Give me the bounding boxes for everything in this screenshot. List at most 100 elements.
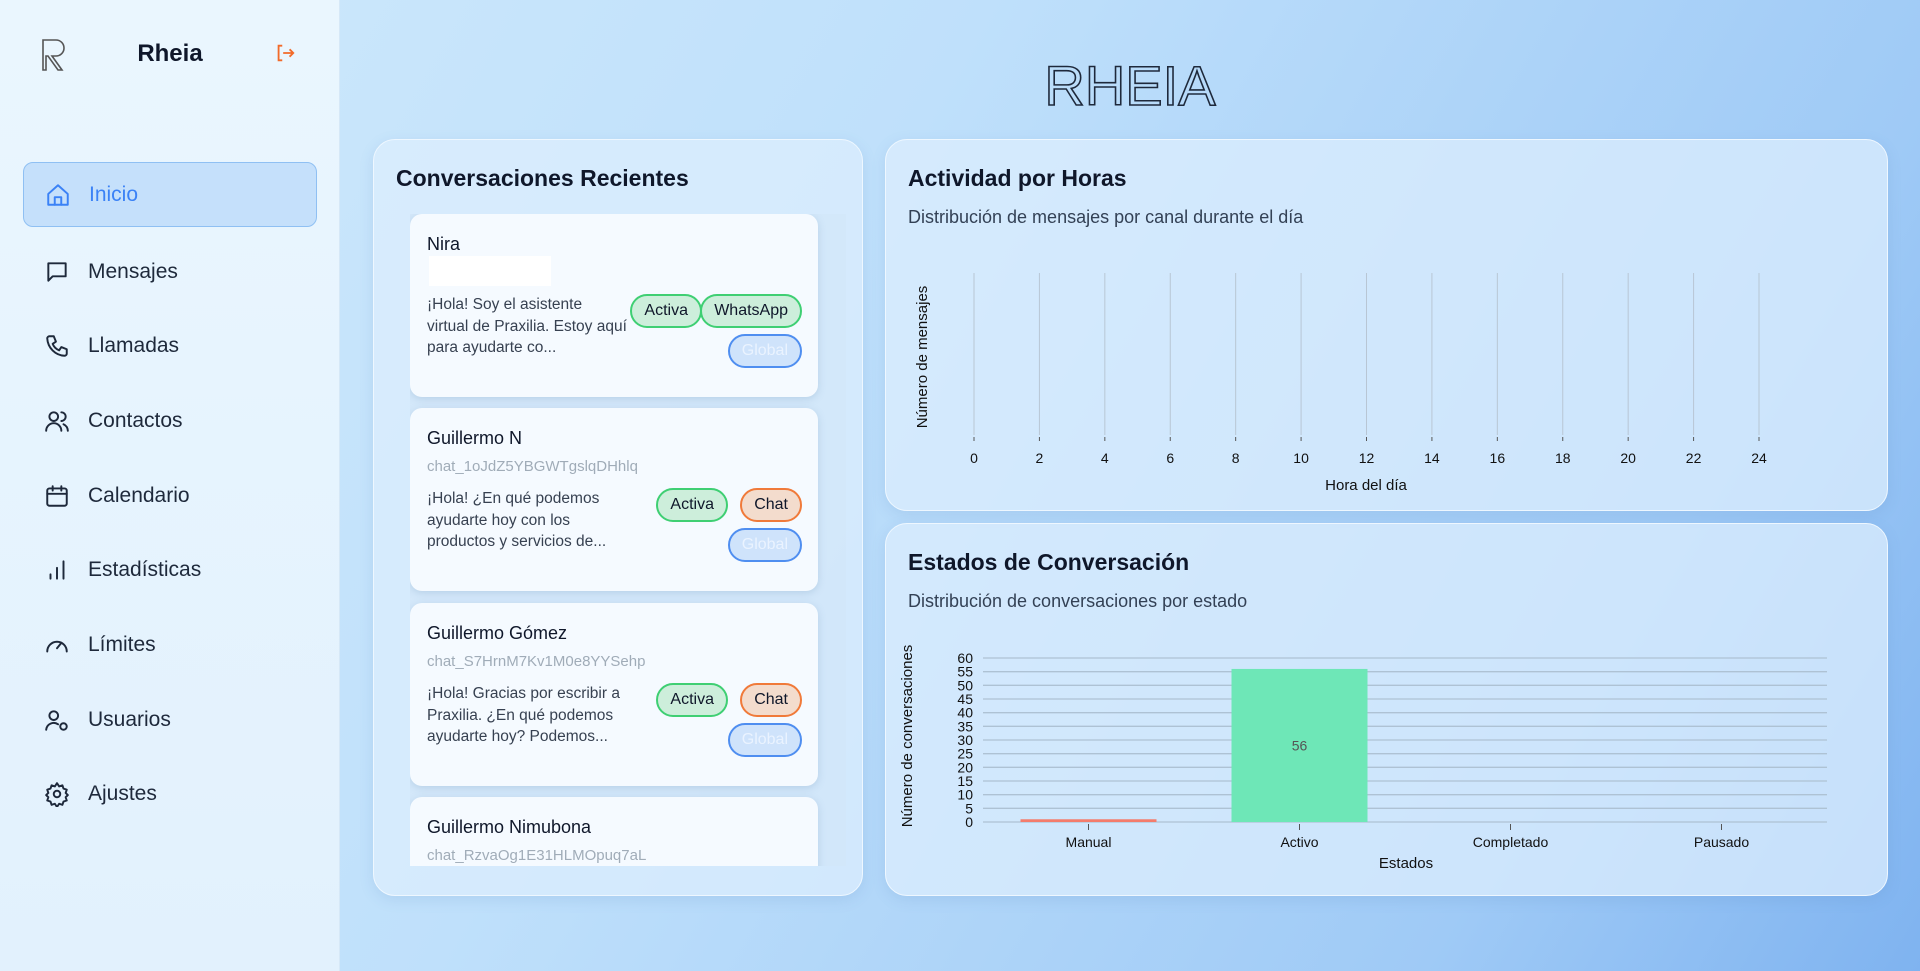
scope-badge: Global (727, 723, 802, 757)
x-tick-label: 22 (1686, 450, 1702, 466)
y-axis-label: Número de conversaciones (899, 645, 916, 828)
x-tick-label: 6 (1166, 450, 1174, 466)
bar-data-label: 56 (1292, 737, 1308, 753)
sidebar-item-label: Usuarios (88, 707, 171, 731)
y-tick-label: 35 (957, 718, 973, 734)
chat-id: chat_S7HrnM7Kv1M0e8YYSehp (427, 653, 646, 670)
x-tick-label: 10 (1293, 450, 1309, 466)
y-tick-label: 20 (957, 759, 973, 775)
sidebar-item-ajustes[interactable]: Ajustes (23, 761, 317, 826)
conversation-card[interactable]: Guillermo Nimubona chat_RzvaOg1E31HLMOpuq… (410, 797, 818, 866)
y-tick-label: 0 (965, 814, 973, 830)
sidebar-item-llamadas[interactable]: Llamadas (23, 313, 317, 378)
x-tick-label: 8 (1232, 450, 1240, 466)
chat-id: chat_1oJdZ5YBGWTgslqDHhlq (427, 458, 638, 475)
channel-badge: Chat (740, 488, 802, 522)
conversation-card[interactable]: Guillermo N chat_1oJdZ5YBGWTgslqDHhlq ¡Hol… (410, 408, 818, 591)
y-axis-label: Número de mensajes (914, 286, 931, 429)
sidebar-item-label: Contactos (88, 408, 183, 432)
brand-name: Rheia (137, 40, 203, 67)
status-badge: Activa (656, 683, 728, 717)
x-tick-label: 4 (1101, 450, 1109, 466)
sidebar-item-inicio[interactable]: Inicio (23, 162, 317, 227)
y-tick-label: 60 (957, 650, 973, 666)
sidebar-item-label: Inicio (89, 182, 139, 206)
y-tick-label: 10 (957, 787, 973, 803)
channel-badge: WhatsApp (700, 294, 802, 328)
panel-title: Actividad por Horas (908, 165, 1127, 191)
y-tick-label: 45 (957, 691, 973, 707)
calendar-icon (46, 484, 68, 507)
x-tick-label: 0 (970, 450, 978, 466)
gauge-icon (46, 640, 68, 652)
y-tick-label: 15 (957, 773, 973, 789)
message-preview: ¡Hola! Gracias por escribir a Praxilia. … (427, 685, 620, 745)
x-tick-label: 14 (1424, 450, 1440, 466)
y-tick-label: 40 (957, 705, 973, 721)
y-tick-label: 55 (957, 664, 973, 680)
x-tick-label: Pausado (1694, 834, 1749, 850)
panel-title: Conversaciones Recientes (396, 165, 689, 191)
x-tick-label: Activo (1280, 834, 1318, 850)
sidebar-item-label: Calendario (88, 483, 190, 507)
sidebar-item-label: Mensajes (88, 259, 178, 283)
sidebar-item-límites[interactable]: Límites (23, 612, 317, 677)
status-badge: Activa (630, 294, 702, 328)
conversation-card[interactable]: Nira ¡Hola! Soy el asistente virtual de P… (410, 214, 818, 397)
x-tick-label: 2 (1036, 450, 1044, 466)
sidebar-item-estadísticas[interactable]: Estadísticas (23, 537, 317, 602)
x-tick-label: 20 (1620, 450, 1636, 466)
y-axis-label-group: Número de conversaciones (899, 645, 916, 828)
channel-badge: Chat (740, 683, 802, 717)
contact-name: Guillermo Nimubona (427, 817, 592, 837)
chat-id: chat_RzvaOg1E31HLMOpuq7aL (427, 847, 647, 864)
contact-name: Guillermo N (427, 428, 523, 448)
x-tick-label: 24 (1751, 450, 1767, 466)
logout-icon[interactable] (274, 42, 296, 64)
rheia-title-logo: RHEIA (1044, 55, 1217, 115)
sidebar-item-calendario[interactable]: Calendario (23, 463, 317, 528)
message-preview: ¡Hola! ¿En qué podemos ayudarte hoy con … (427, 490, 607, 550)
contact-name: Guillermo Gómez (427, 623, 568, 643)
sidebar-item-label: Estadísticas (88, 557, 202, 581)
users-icon (45, 410, 69, 432)
sidebar-item-label: Límites (88, 632, 156, 656)
chat-id-placeholder (429, 256, 551, 286)
x-axis-label: Hora del día (1325, 477, 1407, 494)
panel-subtitle: Distribución de conversaciones por estad… (908, 591, 1248, 611)
states-panel: Estados de Conversación Distribución de … (885, 523, 1888, 896)
sidebar-item-contactos[interactable]: Contactos (23, 388, 317, 453)
panel-subtitle: Distribución de mensajes por canal duran… (908, 207, 1304, 227)
rheia-logo (42, 39, 65, 71)
svg-text:RHEIA: RHEIA (1044, 55, 1216, 115)
conversation-card[interactable]: Guillermo Gómez chat_S7HrnM7Kv1M0e8YYSehp… (410, 603, 818, 786)
message-preview: ¡Hola! Soy el asistente virtual de Praxi… (427, 296, 627, 356)
sidebar-item-mensajes[interactable]: Mensajes (23, 239, 317, 304)
sidebar-item-label: Ajustes (88, 781, 157, 805)
user-cog-icon (45, 709, 68, 731)
home-icon (47, 183, 69, 206)
recent-conversations-panel: Conversaciones Recientes Nira ¡Hola! Soy … (373, 139, 863, 896)
status-badge: Activa (656, 488, 728, 522)
contact-name: Nira (427, 234, 461, 254)
gear-icon (45, 781, 69, 807)
x-tick-label: 16 (1490, 450, 1506, 466)
x-tick-label: Completado (1473, 834, 1549, 850)
bar-chart-icon (49, 559, 65, 580)
activity-panel: Actividad por Horas Distribución de mens… (885, 139, 1888, 511)
sidebar-item-label: Llamadas (88, 333, 180, 357)
y-tick-label: 30 (957, 732, 973, 748)
sidebar-item-usuarios[interactable]: Usuarios (23, 687, 317, 752)
panel-title: Estados de Conversación (908, 549, 1190, 575)
scope-badge: Global (727, 334, 802, 368)
message-icon (47, 261, 67, 282)
y-tick-label: 50 (957, 677, 973, 693)
conversation-list[interactable]: Nira ¡Hola! Soy el asistente virtual de P… (410, 214, 846, 866)
x-tick-label: 18 (1555, 450, 1571, 466)
x-tick-label: 12 (1359, 450, 1375, 466)
scope-badge: Global (727, 528, 802, 562)
y-tick-label: 25 (957, 746, 973, 762)
bar-activo (1231, 668, 1368, 822)
